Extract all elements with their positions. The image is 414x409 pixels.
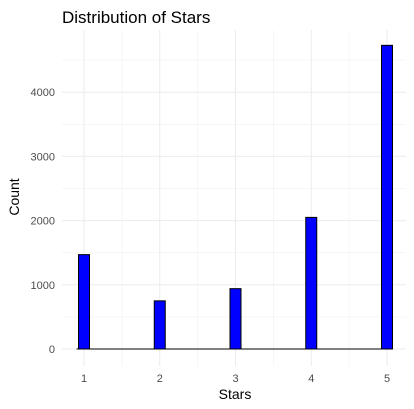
y-tick-label: 0 xyxy=(49,344,55,356)
grid xyxy=(62,30,406,366)
bar xyxy=(305,216,318,350)
y-tick-label: 1000 xyxy=(31,280,55,292)
chart-title: Distribution of Stars xyxy=(62,8,210,27)
x-tick-label: 1 xyxy=(81,373,87,385)
plot-area: 1 2 3 4 5 0 1000 2000 3000 4000 xyxy=(31,30,406,385)
x-tick-label: 5 xyxy=(384,373,390,385)
bar xyxy=(153,300,166,350)
x-axis-label: Stars xyxy=(219,386,252,402)
y-axis-label: Count xyxy=(6,178,22,215)
bar xyxy=(381,44,393,350)
bar xyxy=(229,288,242,350)
bars xyxy=(78,44,393,350)
y-tick-label: 2000 xyxy=(31,216,55,228)
x-tick-label: 4 xyxy=(308,373,314,385)
x-tick-label: 3 xyxy=(232,373,238,385)
bar xyxy=(78,254,90,350)
y-tick-label: 3000 xyxy=(31,151,55,163)
tick-labels: 1 2 3 4 5 0 1000 2000 3000 4000 xyxy=(31,87,391,385)
y-tick-label: 4000 xyxy=(31,87,55,99)
x-tick-label: 2 xyxy=(157,373,163,385)
